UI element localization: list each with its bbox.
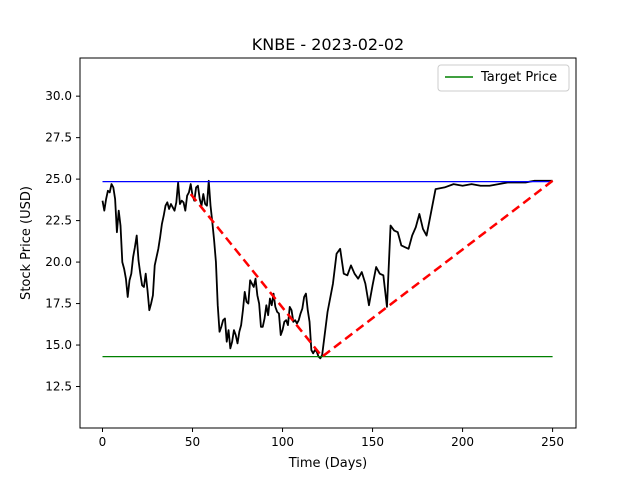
x-tick-label: 100	[271, 435, 294, 449]
y-tick-label: 22.5	[45, 214, 72, 228]
y-tick-label: 15.0	[45, 338, 72, 352]
y-axis: 12.5 15.0 17.5 20.0 22.5 25.0 27.5 30.0	[45, 89, 80, 394]
x-tick-label: 50	[185, 435, 200, 449]
x-tick-label: 200	[451, 435, 474, 449]
price-line	[101, 179, 553, 360]
y-tick-label: 17.5	[45, 297, 72, 311]
legend: Target Price	[437, 64, 570, 92]
y-tick-label: 30.0	[45, 89, 72, 103]
y-tick-label: 20.0	[45, 255, 72, 269]
x-axis-label: Time (Days)	[288, 456, 368, 471]
chart-title: KNBE - 2023-02-02	[252, 35, 404, 54]
plot-frame	[79, 57, 577, 429]
x-axis: 0 50 100 150 200 250	[99, 428, 564, 449]
y-tick-label: 12.5	[45, 380, 72, 394]
x-tick-label: 250	[541, 435, 564, 449]
y-tick-label: 27.5	[45, 131, 72, 145]
y-tick-label: 25.0	[45, 172, 72, 186]
legend-box	[437, 64, 570, 92]
series-layer	[101, 179, 554, 360]
x-tick-label: 150	[361, 435, 384, 449]
x-tick-label: 0	[99, 435, 107, 449]
y-axis-label: Stock Price (USD)	[19, 186, 34, 300]
legend-label-target-price: Target Price	[480, 70, 557, 85]
plot-area	[101, 179, 554, 360]
